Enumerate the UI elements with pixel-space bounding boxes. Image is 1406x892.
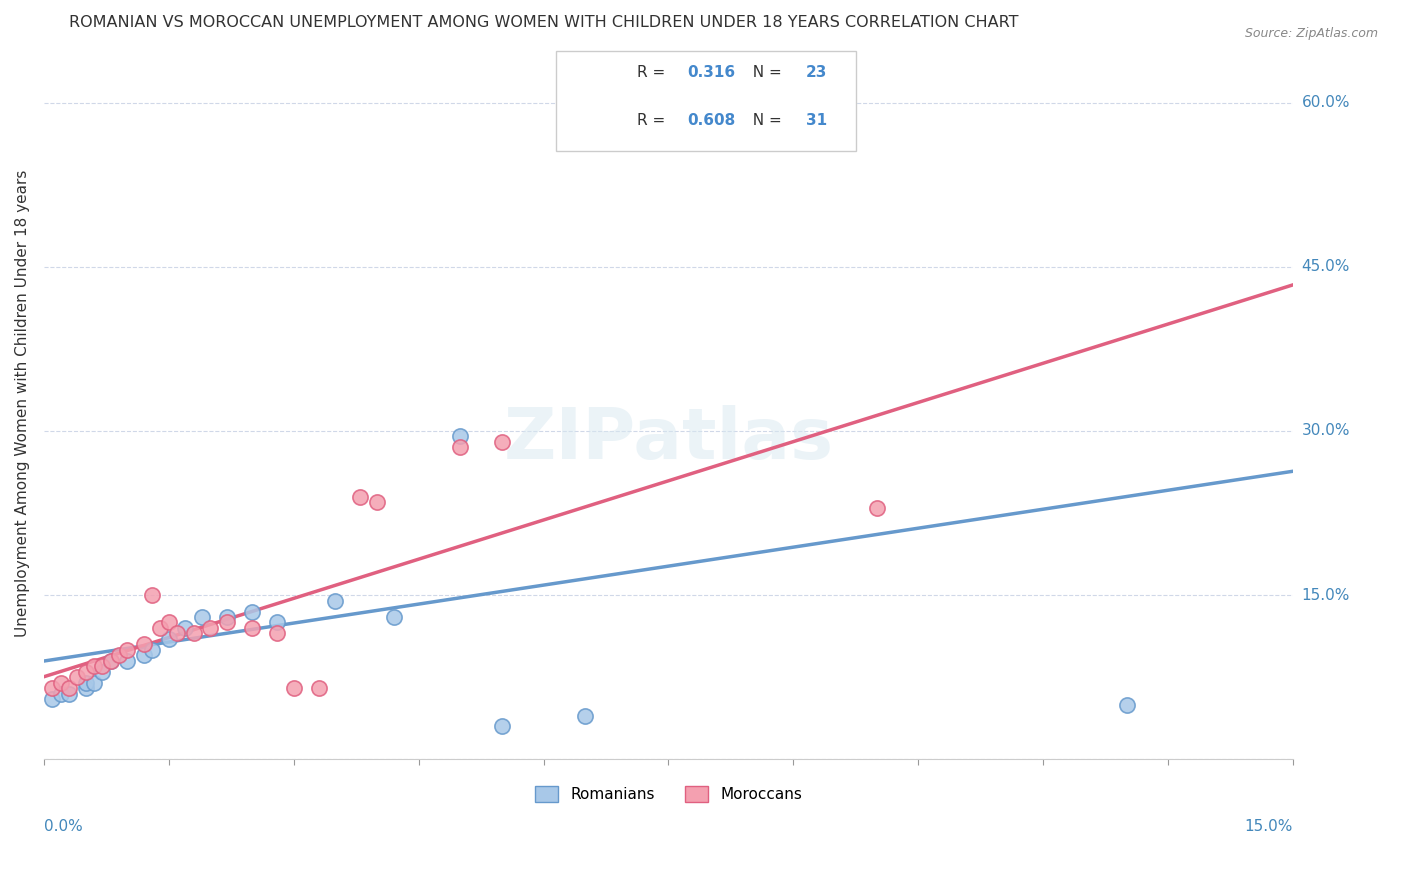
Point	[266, 615, 288, 630]
Text: ZIPatlas: ZIPatlas	[503, 405, 834, 474]
FancyBboxPatch shape	[555, 52, 856, 151]
Point	[132, 648, 155, 663]
Point	[141, 643, 163, 657]
Point	[866, 500, 889, 515]
Point	[166, 626, 188, 640]
Text: N =: N =	[744, 65, 787, 80]
Y-axis label: Unemployment Among Women with Children Under 18 years: Unemployment Among Women with Children U…	[15, 169, 30, 637]
Text: 0.316: 0.316	[688, 65, 735, 80]
Point	[83, 659, 105, 673]
Point	[174, 621, 197, 635]
Point	[157, 632, 180, 646]
Text: ROMANIAN VS MOROCCAN UNEMPLOYMENT AMONG WOMEN WITH CHILDREN UNDER 18 YEARS CORRE: ROMANIAN VS MOROCCAN UNEMPLOYMENT AMONG …	[69, 15, 1018, 30]
Point	[58, 681, 80, 695]
Point	[75, 665, 97, 679]
Point	[75, 681, 97, 695]
FancyBboxPatch shape	[581, 104, 624, 136]
Point	[100, 654, 122, 668]
Point	[449, 429, 471, 443]
Point	[240, 605, 263, 619]
Text: 0.0%: 0.0%	[44, 820, 83, 835]
Point	[132, 637, 155, 651]
Point	[157, 615, 180, 630]
Text: 30.0%: 30.0%	[1302, 424, 1350, 439]
Text: 60.0%: 60.0%	[1302, 95, 1350, 110]
Point	[49, 687, 72, 701]
Point	[217, 610, 239, 624]
Point	[91, 659, 114, 673]
Text: N =: N =	[744, 113, 787, 128]
Point	[266, 626, 288, 640]
Point	[100, 654, 122, 668]
Text: 15.0%: 15.0%	[1244, 820, 1294, 835]
Point	[115, 654, 138, 668]
Text: R =: R =	[637, 65, 671, 80]
Point	[325, 593, 347, 607]
Point	[1115, 698, 1137, 712]
Point	[41, 692, 63, 706]
Point	[491, 434, 513, 449]
Point	[308, 681, 330, 695]
Point	[108, 648, 131, 663]
Point	[75, 675, 97, 690]
Point	[91, 665, 114, 679]
Text: R =: R =	[637, 113, 671, 128]
Point	[217, 615, 239, 630]
Point	[382, 610, 405, 624]
Point	[183, 626, 205, 640]
Text: 15.0%: 15.0%	[1302, 588, 1350, 603]
Point	[149, 621, 172, 635]
Legend: Romanians, Moroccans: Romanians, Moroccans	[529, 780, 808, 808]
Text: 45.0%: 45.0%	[1302, 260, 1350, 274]
Point	[200, 621, 222, 635]
Text: 31: 31	[806, 113, 827, 128]
Point	[491, 719, 513, 733]
Point	[449, 441, 471, 455]
Point	[191, 610, 214, 624]
Point	[49, 675, 72, 690]
FancyBboxPatch shape	[581, 62, 624, 94]
Point	[349, 490, 371, 504]
Point	[574, 708, 596, 723]
Point	[283, 681, 305, 695]
Text: Source: ZipAtlas.com: Source: ZipAtlas.com	[1244, 27, 1378, 40]
Point	[58, 687, 80, 701]
Point	[66, 670, 89, 684]
Point	[616, 68, 638, 82]
Point	[83, 675, 105, 690]
Text: 23: 23	[806, 65, 827, 80]
Text: 0.608: 0.608	[688, 113, 735, 128]
Point	[115, 643, 138, 657]
Point	[141, 588, 163, 602]
Point	[366, 495, 388, 509]
Point	[41, 681, 63, 695]
Point	[240, 621, 263, 635]
